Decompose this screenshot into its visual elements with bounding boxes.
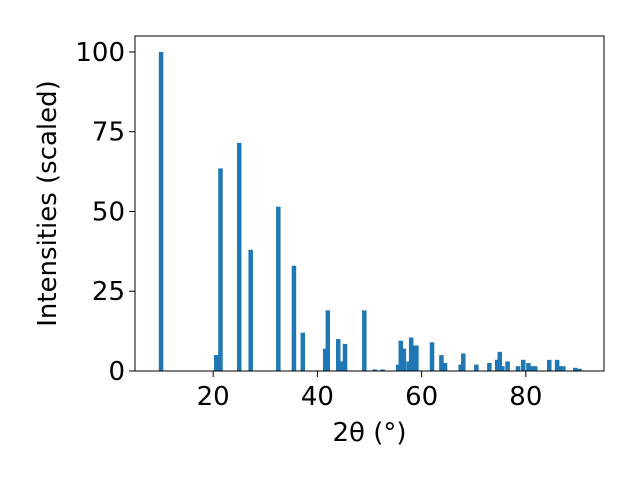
bar <box>474 364 479 371</box>
bar <box>515 366 521 371</box>
bar <box>335 339 341 371</box>
bar <box>532 366 538 371</box>
y-tick-label: 0 <box>108 357 125 387</box>
bar <box>406 361 411 371</box>
bar <box>547 359 552 371</box>
bar <box>529 366 535 371</box>
bars-group <box>158 51 582 371</box>
bar <box>398 340 404 371</box>
bar <box>291 265 297 371</box>
bar <box>494 359 500 371</box>
bar <box>214 355 219 371</box>
y-axis-label: Intensities (scaled) <box>33 80 63 327</box>
bar <box>158 51 164 371</box>
bar <box>442 363 448 371</box>
bar <box>497 351 503 371</box>
bar <box>577 368 582 371</box>
bar <box>340 361 345 371</box>
x-tick-label: 80 <box>509 382 542 412</box>
bar <box>414 345 419 371</box>
x-tick-label: 60 <box>405 382 438 412</box>
bar <box>557 366 563 371</box>
bar <box>380 369 385 371</box>
bar <box>487 363 492 371</box>
bar <box>520 359 526 371</box>
bar <box>573 367 578 371</box>
bar <box>372 369 377 371</box>
plot-frame <box>134 35 605 372</box>
y-tick-label: 50 <box>92 197 125 227</box>
bar <box>325 310 331 371</box>
bar <box>561 366 566 371</box>
bar <box>408 337 414 371</box>
bar <box>236 142 242 371</box>
x-tick-label: 40 <box>301 382 334 412</box>
x-axis-ticks: 20 40 60 80 <box>197 371 542 412</box>
x-axis-label: 2θ (°) <box>332 418 406 448</box>
bar <box>439 355 444 371</box>
bar <box>505 361 510 371</box>
bar <box>300 332 306 371</box>
bar <box>322 348 328 371</box>
bar <box>342 343 348 371</box>
bar <box>395 364 401 371</box>
bar <box>248 249 253 371</box>
bar <box>461 353 466 371</box>
x-tick-label: 20 <box>197 382 230 412</box>
bar <box>401 348 407 371</box>
y-axis-ticks: 0 25 50 75 100 <box>75 38 135 387</box>
bar <box>526 363 531 371</box>
bar <box>276 206 281 371</box>
bar <box>500 366 505 371</box>
y-tick-label: 100 <box>75 38 125 68</box>
bar <box>554 359 560 371</box>
bar <box>458 364 463 371</box>
bar <box>429 342 435 371</box>
y-tick-label: 25 <box>92 277 125 307</box>
bar <box>218 168 223 371</box>
y-tick-label: 75 <box>92 118 125 148</box>
bar <box>362 310 367 371</box>
